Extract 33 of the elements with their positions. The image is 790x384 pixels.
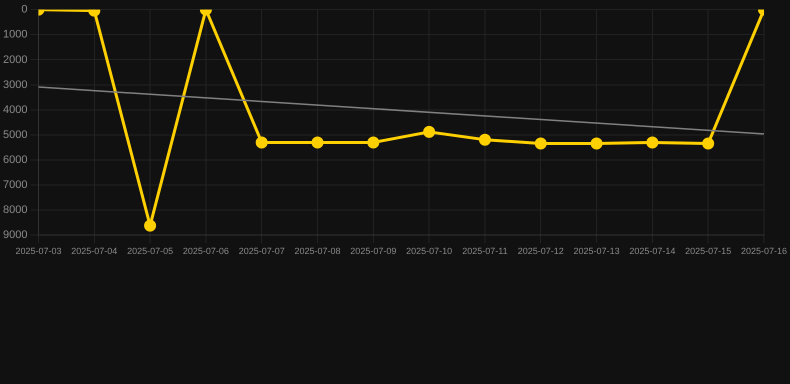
x-tick-label: 2025-07-10 <box>406 246 452 256</box>
y-tick-label: 4000 <box>2 104 28 116</box>
x-tick-label: 2025-07-14 <box>629 246 676 256</box>
point <box>478 134 491 146</box>
x-tick-label: 2025-07-09 <box>350 246 396 256</box>
x-tick-label: 2025-07-03 <box>15 246 62 256</box>
y-tick-label: 1000 <box>2 28 28 41</box>
y-tick-label: 2000 <box>2 54 28 66</box>
point <box>534 137 547 150</box>
x-tick-label: 2025-07-06 <box>182 246 229 256</box>
x-tick-label: 2025-07-08 <box>294 246 341 256</box>
y-tick-label: 5000 <box>2 128 28 141</box>
x-tick-label: 2025-07-07 <box>238 246 285 256</box>
x-tick-label: 2025-07-15 <box>685 246 732 256</box>
x-tick-label: 2025-07-11 <box>462 246 508 256</box>
y-tick-label: 7000 <box>2 179 28 192</box>
y-tick-label: 3000 <box>2 78 28 91</box>
x-tick-label: 2025-07-13 <box>574 246 620 256</box>
point <box>423 126 436 138</box>
point <box>646 136 658 148</box>
x-tick-label: 2025-07-16 <box>740 246 788 256</box>
point <box>590 137 603 150</box>
point <box>702 137 714 150</box>
y-tick-label: 6000 <box>2 154 28 166</box>
y-tick-label: 0 <box>21 4 28 16</box>
y-tick-label: 8000 <box>2 204 28 216</box>
x-tick-label: 2025-07-04 <box>71 246 118 256</box>
point <box>367 136 380 148</box>
x-tick-label: 2025-07-12 <box>518 246 564 256</box>
point <box>312 136 324 148</box>
point <box>256 136 268 148</box>
y-tick-label: 9000 <box>2 229 28 242</box>
x-tick-label: 2025-07-05 <box>127 246 174 256</box>
